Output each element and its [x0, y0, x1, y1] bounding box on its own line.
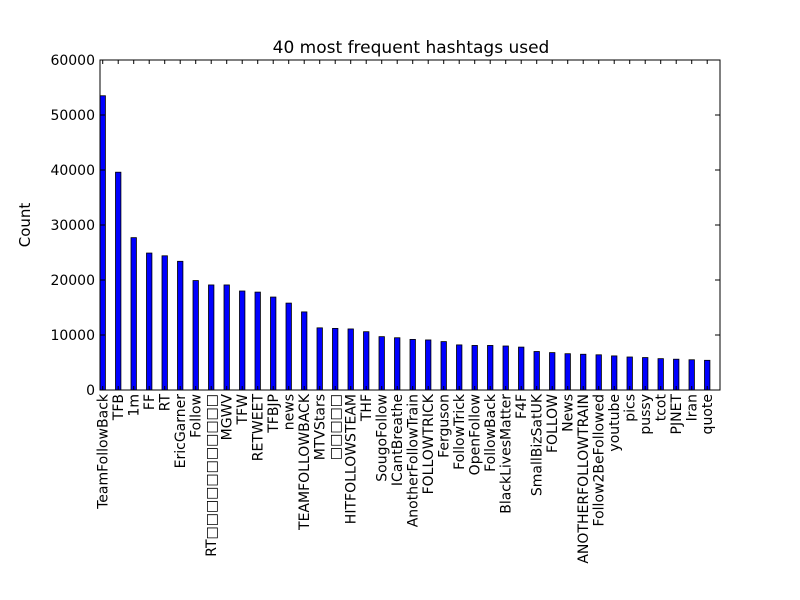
bar: [626, 356, 633, 391]
bar: [223, 284, 230, 391]
bar: [192, 280, 199, 391]
x-tick-label: SmallBizSatUK: [530, 393, 546, 496]
x-tick-label: OpenFollow: [468, 394, 484, 475]
bar: [611, 355, 618, 391]
bar: [99, 95, 106, 391]
x-tick-label: RETWEET: [251, 394, 267, 462]
x-tick-label: ICantBreathe: [390, 394, 406, 486]
y-axis-label: Count: [16, 203, 34, 248]
x-tick-label: AnotherFollowTrain: [406, 394, 422, 527]
bar: [270, 296, 277, 391]
bar: [332, 327, 339, 391]
bar: [688, 359, 695, 391]
bar: [471, 345, 478, 391]
bar: [595, 354, 602, 391]
x-tick-label: TEAMFOLLOWBACK: [297, 393, 313, 531]
bar: [518, 346, 525, 391]
bar: [549, 352, 556, 391]
bar: [115, 171, 122, 391]
x-tick-label: quote: [700, 394, 716, 434]
bar: [161, 255, 168, 391]
bar: [285, 302, 292, 391]
x-tick-label: FOLLOW: [545, 394, 561, 453]
bar: [533, 351, 540, 391]
x-tick-label: FollowTrick: [452, 393, 468, 470]
x-tick-label: EricGarner: [173, 394, 189, 469]
x-tick-label: 1m: [127, 394, 143, 417]
x-tick-label: FOLLOWTRICK: [421, 393, 437, 494]
plot-frame: [99, 59, 721, 391]
x-tick-label: Iran: [685, 394, 701, 421]
x-tick-label: TeamFollowBack: [96, 393, 112, 510]
y-tick-label: 40000: [50, 163, 95, 179]
bar: [704, 359, 711, 391]
chart-title: 40 most frequent hashtags used: [273, 38, 550, 58]
bar: [316, 327, 323, 391]
y-tick-label: 50000: [50, 108, 95, 124]
x-tick-label: TFBJP: [266, 394, 282, 434]
x-tick-label: TFW: [235, 394, 251, 426]
bar: [657, 358, 664, 391]
y-axis-ticks: 0 10000 20000 30000 40000 50000 60000: [50, 53, 720, 399]
x-tick-label: Follow2BeFollowed: [592, 394, 608, 526]
x-tick-label: □□□□□: [328, 394, 344, 460]
y-tick-label: 30000: [50, 218, 95, 234]
bars-group: [99, 95, 711, 391]
bar: [208, 284, 215, 391]
bar: [130, 237, 137, 391]
x-tick-label: pics: [623, 394, 639, 422]
bar: [146, 252, 153, 391]
x-tick-label: news: [282, 394, 298, 430]
bar: [301, 311, 308, 391]
bar: [440, 341, 447, 391]
x-tick-label: RT: [158, 394, 174, 412]
bar: [642, 357, 649, 391]
y-tick-label: 0: [86, 383, 95, 399]
x-tick-label: youtube: [607, 394, 623, 452]
x-tick-label: THF: [359, 394, 375, 422]
x-tick-label: PJNET: [669, 394, 685, 435]
x-tick-label: RT□□□□□□□□□□□: [204, 394, 220, 557]
bar: [580, 353, 587, 391]
bar: [409, 338, 416, 391]
x-tick-label: Follow: [189, 394, 205, 438]
x-tick-label: Ferguson: [437, 394, 453, 458]
x-tick-label: pussy: [638, 394, 654, 435]
x-tick-label: MTVStars: [313, 394, 329, 460]
bar: [487, 345, 494, 391]
bar: [363, 331, 370, 391]
bar: [239, 290, 246, 391]
bar: [425, 339, 432, 391]
x-tick-label: FF: [142, 394, 158, 410]
bar: [564, 353, 571, 391]
y-tick-label: 60000: [50, 53, 95, 69]
x-tick-label: HITFOLLOWSTEAM: [344, 394, 360, 524]
y-tick-label: 10000: [50, 328, 95, 344]
bar: [254, 291, 261, 391]
x-tick-label: F4F: [514, 394, 530, 419]
x-tick-label: tcot: [654, 393, 670, 421]
bar: [456, 344, 463, 391]
x-tick-label: SougoFollow: [375, 394, 391, 482]
x-tick-label: BlackLivesMatter: [499, 394, 515, 514]
x-tick-label: ANOTHERFOLLOWTRAIN: [576, 394, 592, 564]
x-tick-label: FollowBack: [483, 393, 499, 472]
x-axis-ticks: TeamFollowBack TFB 1m FF RT EricGarner Follow R…: [96, 60, 716, 564]
bar: [394, 337, 401, 391]
bar: [347, 328, 354, 391]
x-tick-label: News: [561, 394, 577, 432]
y-tick-label: 20000: [50, 273, 95, 289]
bar: [502, 345, 509, 391]
x-tick-label: TFB: [111, 394, 127, 421]
bar: [378, 336, 385, 391]
bar: [673, 358, 680, 391]
x-tick-label: MGWV: [220, 394, 236, 441]
bar: [177, 260, 184, 391]
